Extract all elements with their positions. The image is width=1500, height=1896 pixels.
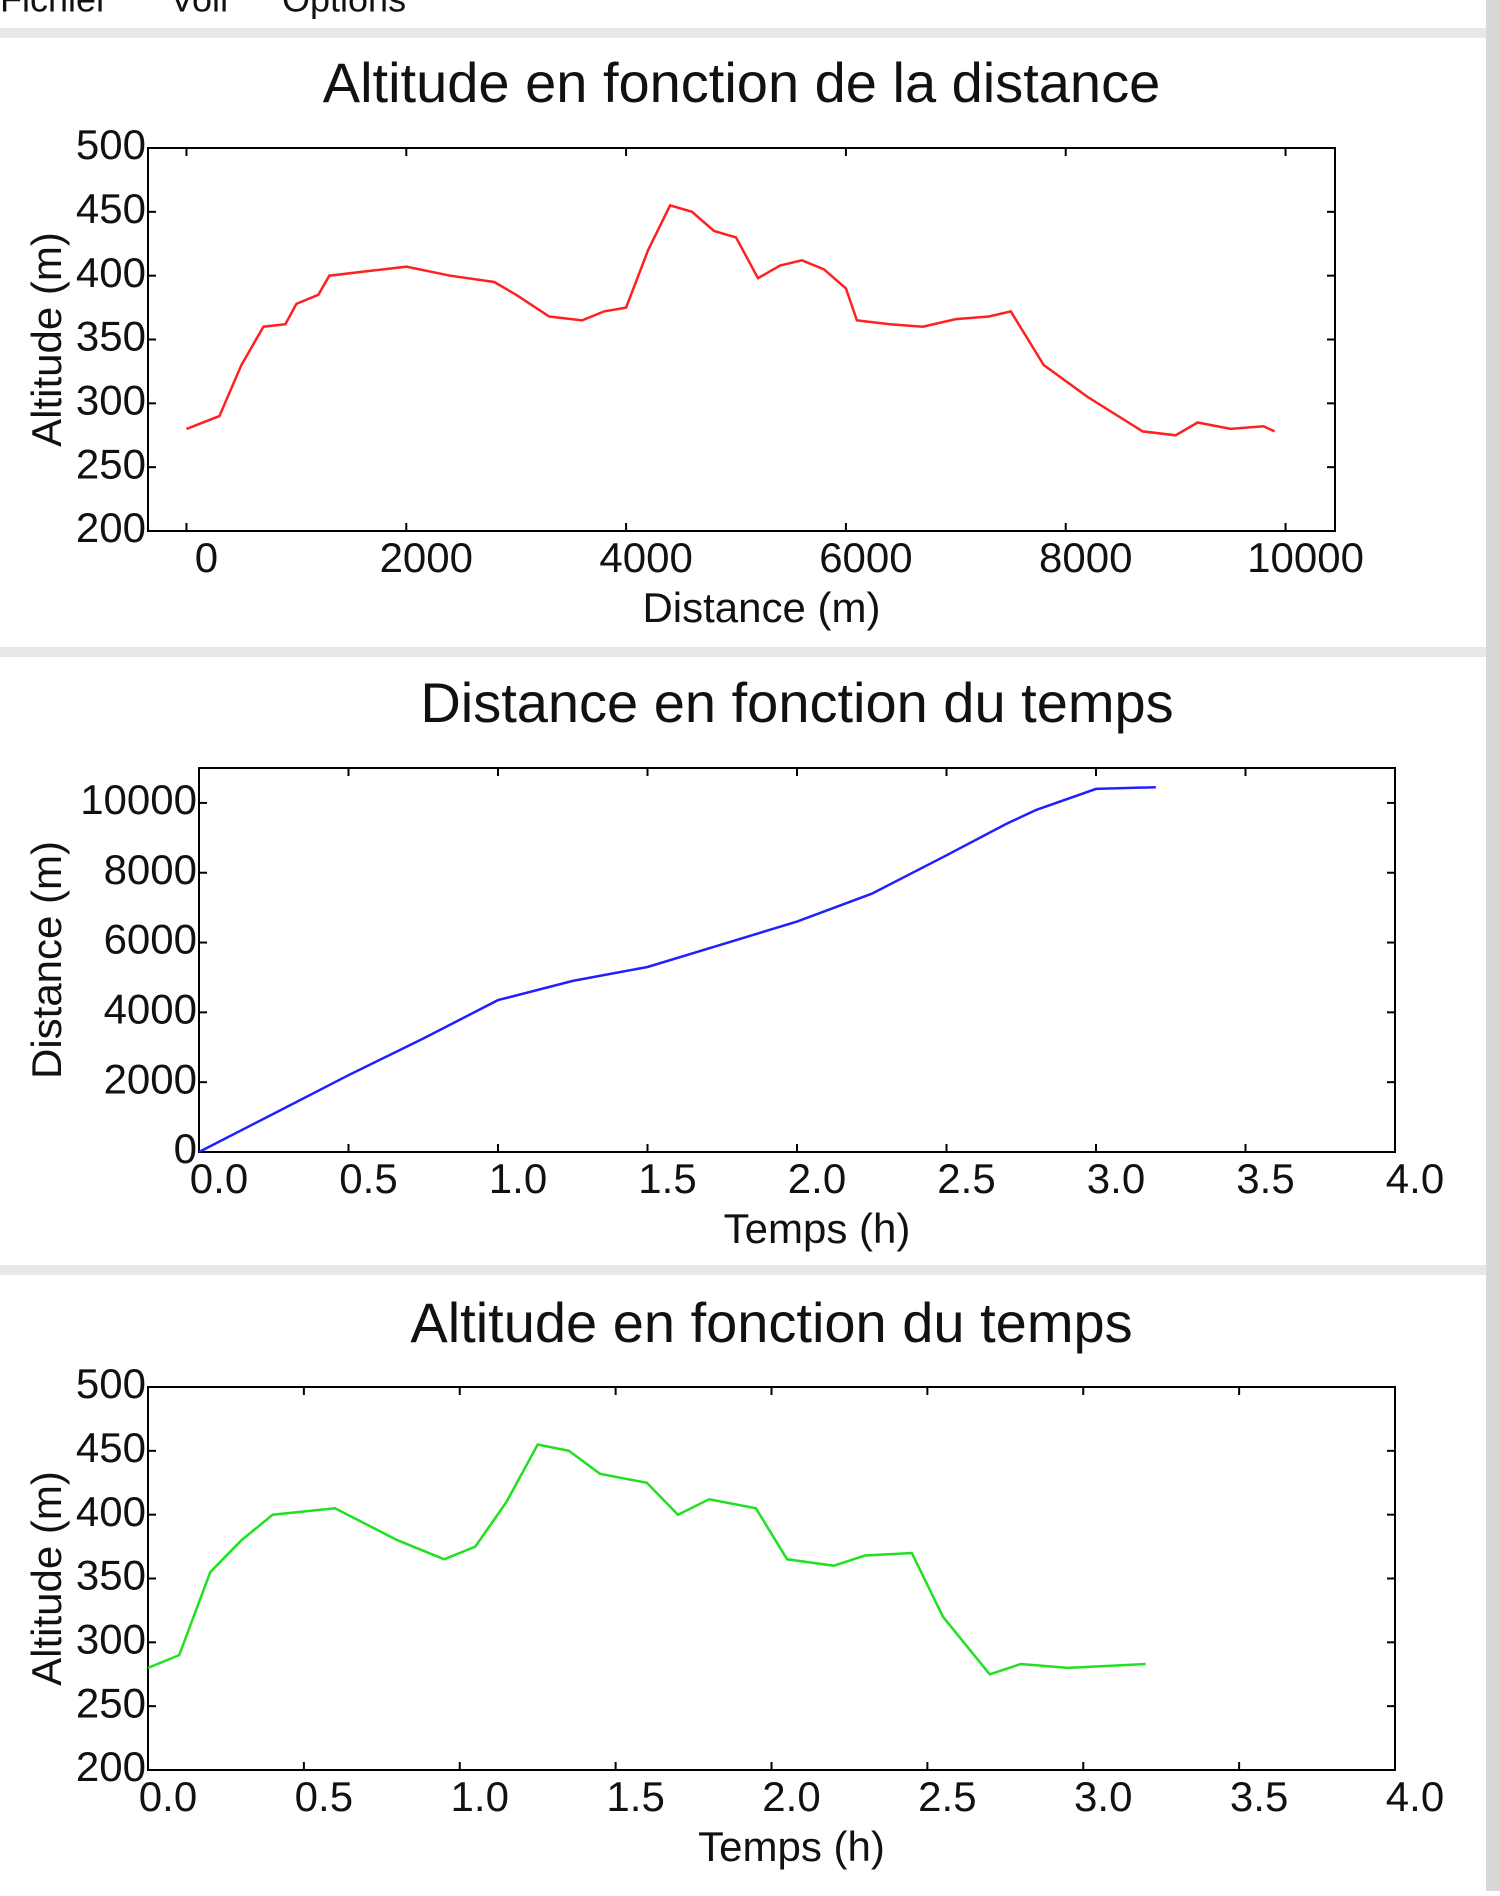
x-tick-label: 2.0 [788, 1155, 846, 1202]
x-axis-label: Temps (h) [724, 1205, 911, 1252]
chart-title: Altitude en fonction du temps [410, 1291, 1132, 1354]
x-tick-label: 2.5 [937, 1155, 995, 1202]
y-tick-label: 4000 [104, 985, 197, 1032]
x-tick-label: 4.0 [1386, 1773, 1444, 1820]
y-tick-label: 350 [76, 313, 146, 360]
separator [0, 28, 1486, 38]
y-tick-label: 250 [76, 1679, 146, 1726]
y-tick-label: 250 [76, 440, 146, 487]
x-tick-label: 3.5 [1236, 1155, 1294, 1202]
y-tick-label: 10000 [80, 776, 197, 823]
y-tick-label: 450 [76, 1424, 146, 1471]
x-tick-label: 4000 [599, 534, 692, 581]
x-tick-label: 3.0 [1087, 1155, 1145, 1202]
x-tick-label: 0.0 [190, 1155, 248, 1202]
x-tick-label: 2.5 [918, 1773, 976, 1820]
menu-item[interactable]: Options [282, 0, 406, 20]
y-tick-label: 6000 [104, 916, 197, 963]
separator [0, 647, 1486, 657]
y-tick-label: 200 [76, 1743, 146, 1790]
menu-item[interactable]: Fichier [0, 0, 108, 20]
x-axis-label: Distance (m) [642, 584, 880, 631]
data-line [147, 1443, 1146, 1676]
x-tick-label: 0.0 [139, 1773, 197, 1820]
x-tick-label: 3.5 [1230, 1773, 1288, 1820]
x-tick-label: 0 [195, 534, 218, 581]
data-line [198, 785, 1156, 1154]
x-tick-label: 2.0 [762, 1773, 820, 1820]
x-tick-label: 3.0 [1074, 1773, 1132, 1820]
y-tick-label: 350 [76, 1552, 146, 1599]
y-tick-label: 200 [76, 504, 146, 551]
x-tick-label: 2000 [380, 534, 473, 581]
y-axis-label: Altitude (m) [23, 232, 70, 447]
y-axis-label: Distance (m) [23, 841, 70, 1079]
x-tick-label: 6000 [819, 534, 912, 581]
y-tick-label: 400 [76, 1488, 146, 1535]
y-tick-label: 500 [76, 121, 146, 168]
y-tick-label: 450 [76, 185, 146, 232]
separator [0, 1265, 1486, 1275]
x-tick-label: 8000 [1039, 534, 1132, 581]
x-tick-label: 1.0 [451, 1773, 509, 1820]
y-tick-label: 0 [174, 1125, 197, 1172]
chart-title: Altitude en fonction de la distance [323, 51, 1160, 114]
x-tick-label: 10000 [1247, 534, 1364, 581]
y-tick-label: 300 [76, 1615, 146, 1662]
y-tick-label: 2000 [104, 1055, 197, 1102]
x-tick-label: 1.0 [489, 1155, 547, 1202]
y-tick-label: 300 [76, 376, 146, 423]
y-tick-label: 400 [76, 249, 146, 296]
menu-item[interactable]: Voir [170, 0, 232, 20]
x-axis-label: Temps (h) [698, 1823, 885, 1870]
chart-title: Distance en fonction du temps [420, 671, 1173, 734]
y-tick-label: 8000 [104, 846, 197, 893]
x-tick-label: 1.5 [606, 1773, 664, 1820]
menu-bar [0, 0, 1486, 30]
window-edge [1486, 0, 1500, 1891]
x-tick-label: 0.5 [339, 1155, 397, 1202]
y-tick-label: 500 [76, 1360, 146, 1407]
data-line [186, 203, 1276, 437]
y-axis-label: Altitude (m) [23, 1471, 70, 1686]
x-tick-label: 4.0 [1386, 1155, 1444, 1202]
x-tick-label: 0.5 [295, 1773, 353, 1820]
x-tick-label: 1.5 [638, 1155, 696, 1202]
